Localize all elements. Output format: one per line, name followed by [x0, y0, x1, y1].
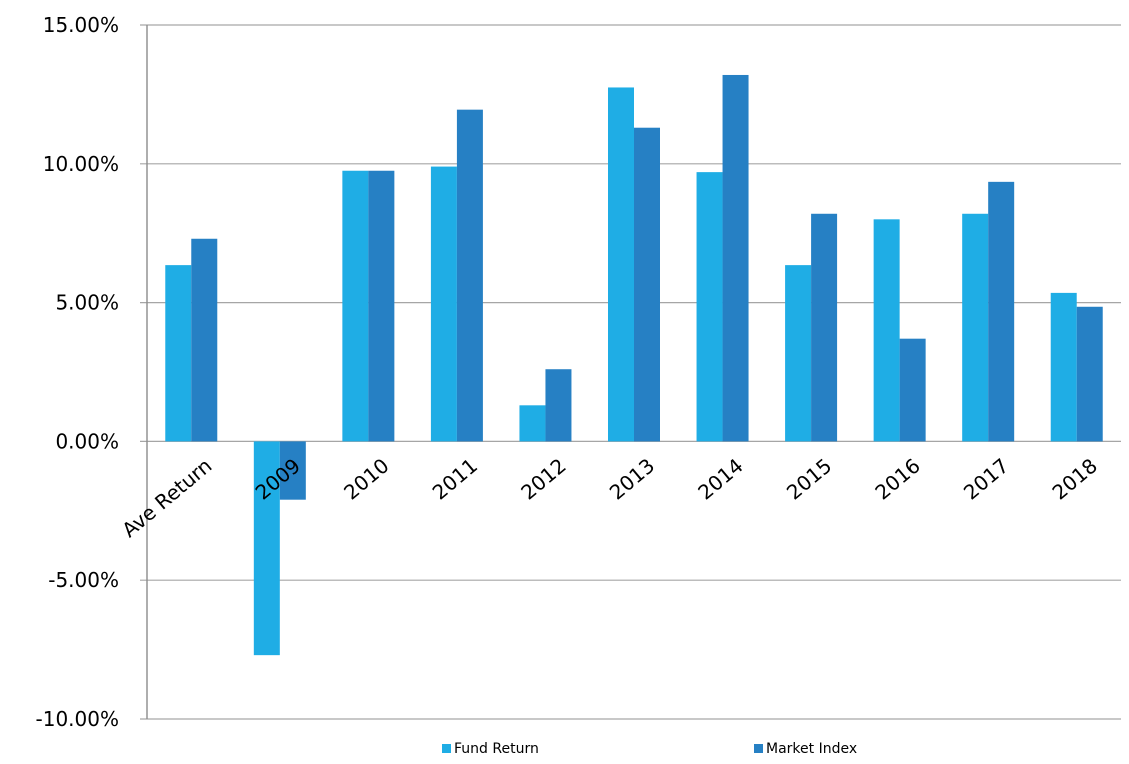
y-tick-label: -5.00% — [48, 568, 119, 592]
x-tick-label: 2017 — [959, 453, 1013, 504]
y-tick-label: 5.00% — [55, 291, 119, 315]
bar-fund-return-2015 — [785, 265, 812, 442]
bar-market-index-2012 — [545, 369, 572, 442]
x-tick-label: Ave Return — [117, 453, 216, 542]
x-tick-label: 2013 — [605, 453, 659, 504]
y-tick-label: 10.00% — [43, 152, 119, 176]
bar-market-index-2016 — [899, 338, 926, 442]
y-tick-label: 0.00% — [55, 429, 119, 453]
bar-fund-return-2010 — [342, 170, 369, 442]
bar-market-index-2011 — [456, 109, 483, 442]
bar-market-index-2010 — [368, 170, 395, 442]
x-tick-label: 2018 — [1048, 453, 1102, 504]
bar-market-index-2013 — [634, 127, 660, 442]
bar-fund-return-2017 — [962, 213, 989, 442]
legend: Fund Return Market Index — [442, 741, 857, 757]
bar-fund-return-2016 — [873, 219, 900, 442]
bar-fund-return-2013 — [608, 87, 634, 442]
bar-market-index-2017 — [988, 181, 1015, 442]
y-axis-tick-labels: 15.00% 10.00% 5.00% 0.00% -5.00% -10.00% — [36, 13, 119, 731]
x-tick-label: 2015 — [782, 453, 836, 504]
x-tick-label: 2016 — [870, 453, 924, 504]
y-tick-label: -10.00% — [36, 707, 119, 731]
bar-fund-return-2018 — [1050, 292, 1077, 442]
bar-fund-return-2009 — [253, 441, 280, 656]
bar-market-index-2014 — [722, 74, 749, 442]
bar-fund-return-2014 — [696, 172, 723, 442]
bar-fund-return-2012 — [519, 405, 546, 442]
legend-label: Fund Return — [454, 741, 539, 757]
bar-market-index-2009 — [279, 441, 306, 500]
bar-market-index-2018 — [1076, 306, 1103, 442]
bars — [165, 74, 1103, 656]
x-tick-label: 2014 — [693, 453, 747, 504]
bar-fund-return-ave-return — [165, 265, 192, 442]
x-tick-label: 2011 — [428, 453, 482, 504]
x-tick-label: 2010 — [339, 453, 393, 504]
bar-fund-return-2011 — [430, 166, 457, 442]
bar-market-index-ave-return — [191, 238, 218, 442]
x-tick-label: 2012 — [516, 453, 570, 504]
bar-market-index-2015 — [811, 213, 838, 442]
legend-swatch-market-index — [754, 744, 763, 753]
legend-label: Market Index — [766, 741, 857, 757]
legend-swatch-fund-return — [442, 744, 451, 753]
y-tick-label: 15.00% — [43, 13, 119, 37]
